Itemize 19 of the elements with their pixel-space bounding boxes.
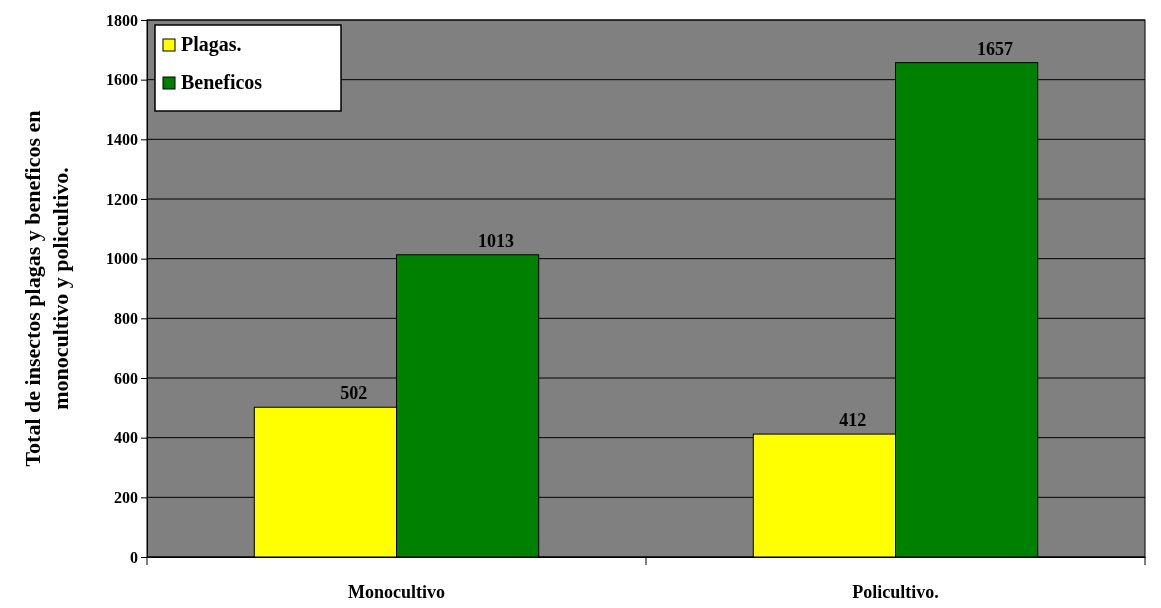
data-label: 1013 <box>478 230 515 251</box>
legend-label: Plagas. <box>181 33 242 56</box>
y-tick-label: 600 <box>114 369 138 387</box>
data-label: 1657 <box>977 38 1014 59</box>
y-tick-label: 1200 <box>106 190 138 208</box>
y-axis-title: Total de insectos plagas y beneficos en monocultivo y policultivo. <box>20 110 73 467</box>
x-tick-label: Policultivo. <box>852 581 939 602</box>
y-tick-label: 1600 <box>106 71 138 89</box>
y-tick-label: 1000 <box>106 250 138 268</box>
y-tick-label: 400 <box>114 429 138 447</box>
y-tick-label: 200 <box>114 488 138 506</box>
y-tick-label: 0 <box>130 548 138 566</box>
y-tick-label: 1800 <box>106 11 138 29</box>
data-label: 502 <box>340 383 368 404</box>
legend-label: Beneficos <box>181 71 263 93</box>
data-label: 412 <box>839 410 867 431</box>
y-tick-label: 800 <box>114 309 138 327</box>
y-tick-label: 1400 <box>106 130 138 148</box>
x-tick-label: Monocultivo <box>348 581 445 602</box>
